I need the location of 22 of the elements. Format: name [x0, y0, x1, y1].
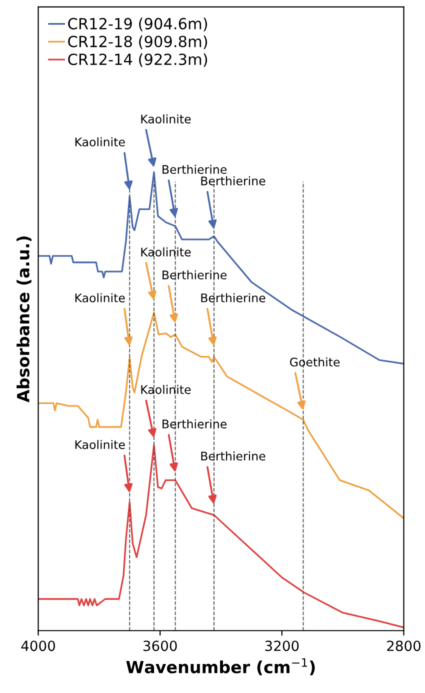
annotation: Berthierine: [201, 176, 266, 186]
annotation: Kaolinite: [141, 384, 191, 394]
x-tick-label: 4000: [21, 640, 55, 652]
annotation: Berthierine: [201, 293, 266, 302]
annotation: Kaolinite: [141, 247, 191, 256]
annotation: Kaolinite: [75, 137, 125, 146]
annotation: Berthierine: [201, 451, 266, 461]
x-axis-title: Wavenumber (cm$^{−1}$): [126, 658, 315, 676]
x-tick-label: 2800: [387, 640, 420, 652]
annotation: Berthierine: [162, 164, 227, 174]
legend-label: CR12-14 (922.3m): [68, 53, 208, 67]
annotation: Berthierine: [162, 419, 227, 428]
annotation: Kaolinite: [141, 114, 191, 124]
y-axis-title: Absorbance (a.u.): [16, 236, 32, 402]
annotation: Kaolinite: [75, 440, 125, 450]
legend-label: CR12-18 (909.8m): [68, 35, 208, 50]
annotation: Berthierine: [162, 270, 227, 280]
legend-label: CR12-19 (904.6m): [68, 18, 208, 32]
annotation: Goethite: [290, 357, 340, 367]
x-tick-label: 3200: [265, 640, 299, 652]
annotation: Kaolinite: [75, 293, 125, 302]
x-tick-label: 3600: [143, 640, 177, 652]
